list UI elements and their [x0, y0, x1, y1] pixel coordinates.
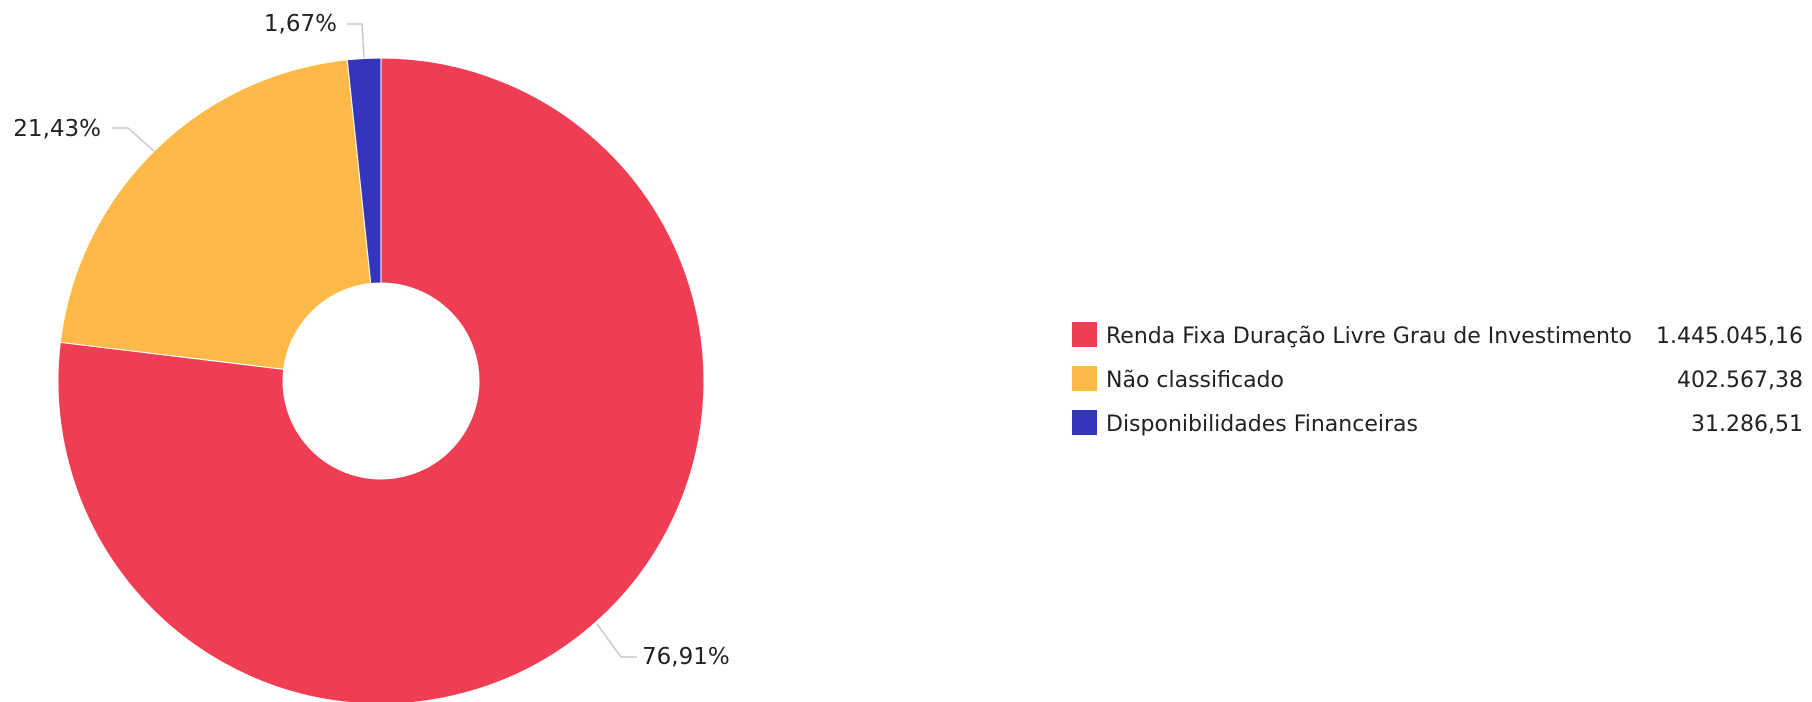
slice-nao-classificado [59, 59, 372, 370]
chart-slices [57, 57, 705, 702]
legend-swatch [1072, 322, 1097, 347]
legend-swatch [1072, 366, 1097, 391]
legend-value: 31.286,51 [1691, 412, 1803, 437]
leader-line-renda-fixa-duracao-livre-grau-de-investimento [596, 623, 637, 658]
legend-item-disponibilidades-financeiras: Disponibilidades Financeiras 31.286,51 [1072, 410, 1803, 437]
percent-label-renda-fixa-duracao-livre-grau-de-investimento: 76,91% [642, 644, 730, 670]
legend-label: Disponibilidades Financeiras [1106, 412, 1418, 437]
slice-renda-fixa-duracao-livre-grau-de-investimento [57, 57, 705, 702]
chart-leader-lines [112, 23, 637, 658]
legend-item-nao-classificado: Não classificado 402.567,38 [1072, 366, 1803, 393]
legend-value: 402.567,38 [1677, 368, 1803, 393]
chart-legend: Renda Fixa Duração Livre Grau de Investi… [1072, 322, 1803, 437]
legend-label: Não classificado [1106, 368, 1284, 393]
chart-percent-labels: 76,91% 21,43% 1,67% [13, 11, 729, 670]
leader-line-disponibilidades-financeiras [347, 23, 365, 59]
percent-label-nao-classificado: 21,43% [13, 116, 101, 142]
legend-value: 1.445.045,16 [1656, 324, 1803, 349]
slice-disponibilidades-financeiras [346, 57, 382, 285]
legend-item-renda-fixa-duracao-livre-grau-de-investimento: Renda Fixa Duração Livre Grau de Investi… [1072, 322, 1803, 349]
legend-swatch [1072, 410, 1097, 435]
legend-label: Renda Fixa Duração Livre Grau de Investi… [1106, 324, 1632, 349]
leader-line-nao-classificado [112, 127, 156, 153]
percent-label-disponibilidades-financeiras: 1,67% [264, 11, 337, 37]
